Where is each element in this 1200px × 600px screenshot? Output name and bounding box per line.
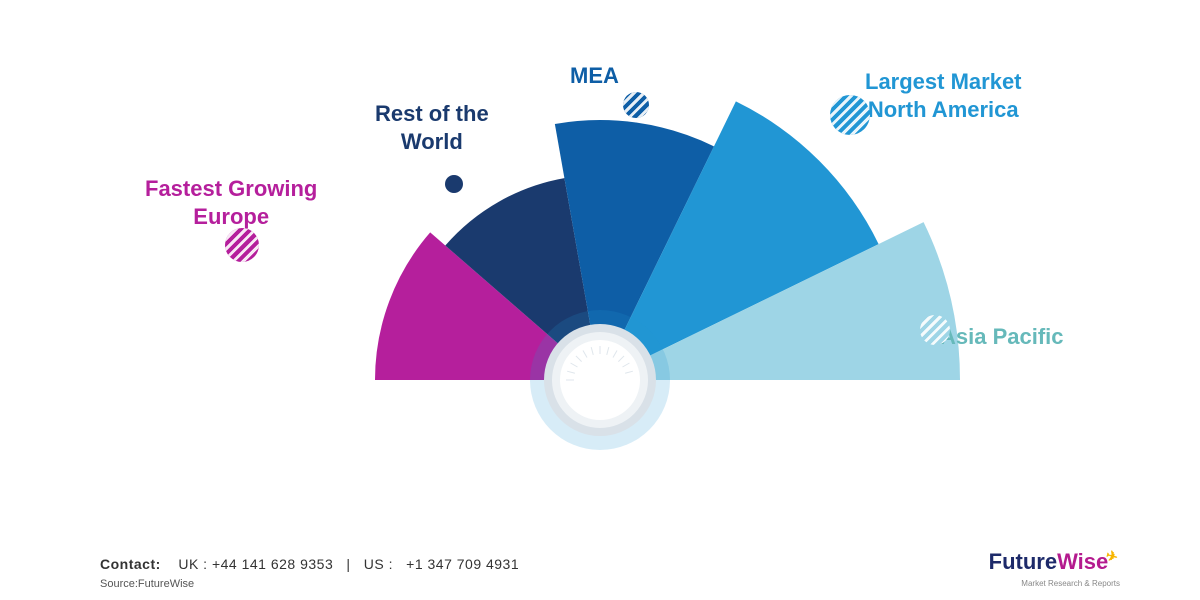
marker-asiapacific [920, 315, 950, 345]
contact-label: Contact: [100, 556, 161, 572]
us-label: US : [364, 556, 393, 572]
fan-chart: Fastest GrowingEurope Rest of theWorld MEA… [0, 0, 1200, 520]
uk-label: UK : [178, 556, 207, 572]
label-europe-line1: Fastest Growing [145, 175, 317, 203]
us-phone: +1 347 709 4931 [406, 556, 519, 572]
marker-row [445, 175, 463, 193]
label-northamerica-line2: North America [865, 96, 1022, 124]
contact-line: Contact: UK : +44 141 628 9353 | US : +1… [100, 556, 519, 572]
brand-part1: Future [989, 549, 1057, 574]
brand-logo: FutureWise✈ [989, 549, 1120, 575]
label-europe: Fastest GrowingEurope [145, 175, 317, 230]
label-northamerica: Largest MarketNorth America [865, 68, 1022, 123]
label-row: Rest of theWorld [375, 100, 489, 155]
brand-tagline: Market Research & Reports [1021, 579, 1120, 588]
label-asiapacific-line1: Asia Pacific [940, 323, 1064, 351]
separator: | [346, 556, 350, 572]
marker-mea [623, 92, 649, 118]
plane-icon: ✈ [1104, 547, 1120, 566]
label-mea: MEA [570, 62, 619, 90]
label-row-line2: World [375, 128, 489, 156]
label-row-line1: Rest of the [375, 100, 489, 128]
brand-part2: Wise [1057, 549, 1108, 574]
source-line: Source:FutureWise [100, 578, 194, 590]
label-asiapacific: Asia Pacific [940, 323, 1064, 351]
marker-europe [225, 228, 259, 262]
label-northamerica-line1: Largest Market [865, 68, 1022, 96]
label-europe-line2: Europe [145, 203, 317, 231]
label-mea-line1: MEA [570, 62, 619, 90]
uk-phone: +44 141 628 9353 [212, 556, 333, 572]
marker-northamerica [830, 95, 870, 135]
